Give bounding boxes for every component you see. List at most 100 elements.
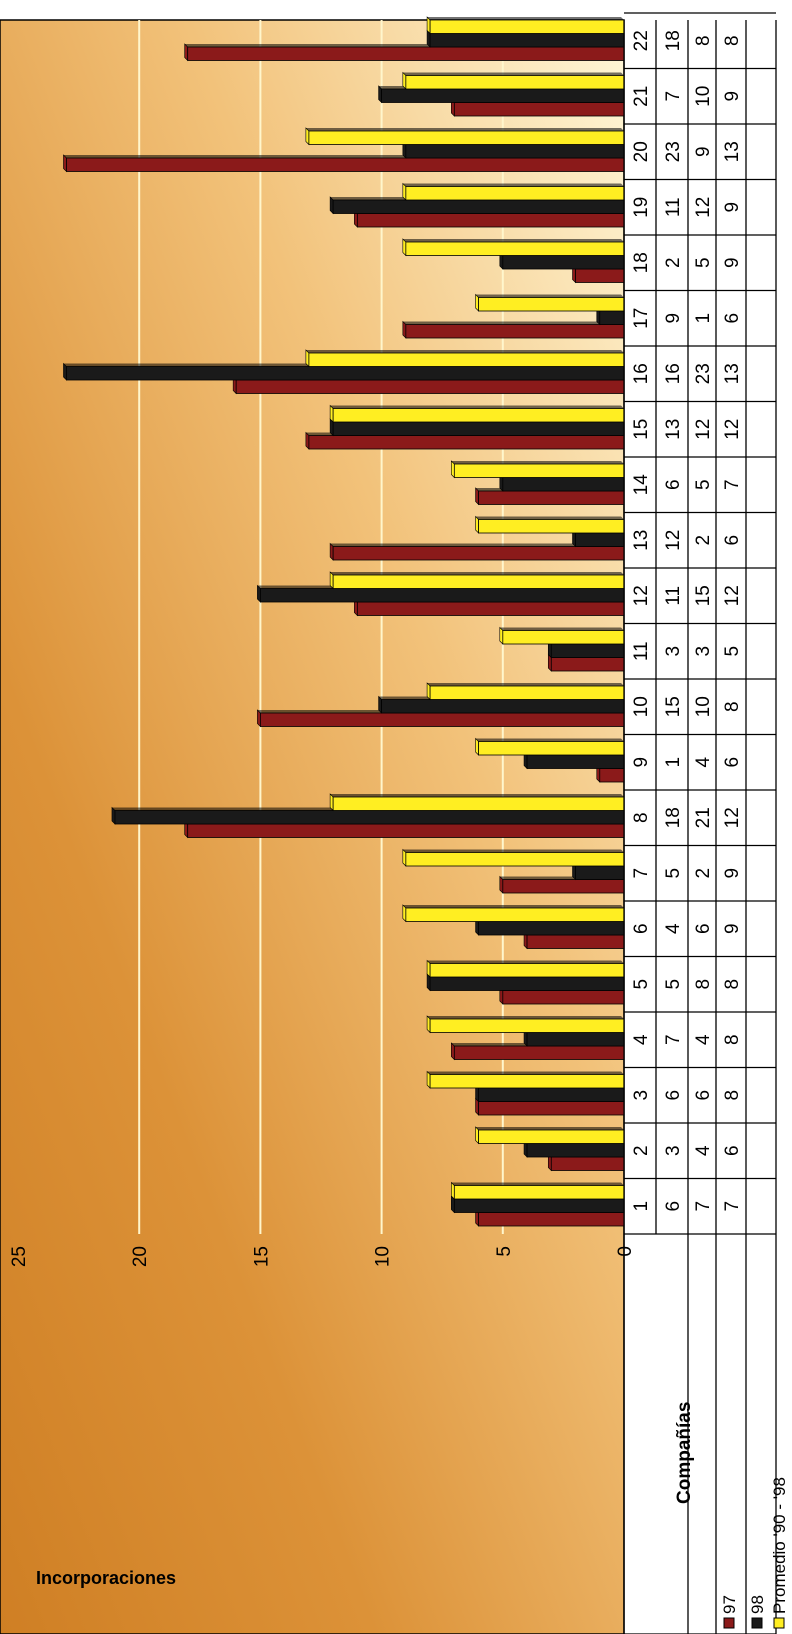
x-tick-label: 13 xyxy=(631,530,652,551)
bar-side xyxy=(427,1016,624,1019)
bar-top xyxy=(257,709,261,728)
bar-top xyxy=(305,127,310,146)
bar xyxy=(502,255,625,270)
table-cell-98: 15 xyxy=(693,585,714,606)
bar-top xyxy=(111,806,116,825)
table-cell-98: 6 xyxy=(693,923,714,934)
bar xyxy=(453,463,625,478)
bar-top xyxy=(402,238,407,257)
bar xyxy=(332,546,625,561)
bar-top xyxy=(499,875,504,894)
bar-side xyxy=(499,627,624,631)
bar xyxy=(550,657,625,672)
table-cell-promedio: 9 xyxy=(722,923,743,934)
bar xyxy=(478,1129,625,1144)
table-cell-97: 13 xyxy=(663,419,684,440)
bar-top xyxy=(402,848,407,867)
table-cell-promedio: 12 xyxy=(722,585,743,606)
bar xyxy=(405,186,625,201)
bar-top xyxy=(329,404,334,423)
bar xyxy=(599,768,625,783)
table-cell-97: 6 xyxy=(663,479,684,490)
table-cell-98: 10 xyxy=(693,86,714,107)
bar xyxy=(502,990,625,1005)
table-cell-97: 6 xyxy=(663,1090,684,1101)
legend-row-98: 98 xyxy=(748,1595,767,1629)
bar xyxy=(478,1101,625,1116)
bar-top xyxy=(63,154,67,173)
bar-side xyxy=(402,183,624,187)
x-tick-label: 8 xyxy=(631,812,652,823)
bar xyxy=(405,852,625,867)
bar xyxy=(502,630,625,645)
table-cell-97: 4 xyxy=(663,923,684,934)
table-cell-98: 7 xyxy=(693,1201,714,1212)
bar-top xyxy=(426,682,431,701)
bar xyxy=(526,1032,625,1047)
bar xyxy=(478,490,625,505)
bar xyxy=(429,19,625,34)
bar-top xyxy=(305,431,310,450)
y-tick-label: 5 xyxy=(494,1246,515,1257)
x-tick-label: 14 xyxy=(631,474,652,496)
bar-top xyxy=(426,1070,431,1089)
bar-side xyxy=(402,72,624,76)
bar-side xyxy=(402,321,624,325)
bar-top xyxy=(329,793,334,812)
bar-top xyxy=(63,362,67,381)
bar xyxy=(575,865,625,880)
bar-side xyxy=(402,905,624,908)
bar xyxy=(187,46,625,61)
table-cell-98: 6 xyxy=(693,1090,714,1101)
bar-side xyxy=(330,572,624,575)
table-cell-98: 23 xyxy=(693,363,714,384)
x-tick-label: 11 xyxy=(631,641,652,661)
table-cell-promedio: 6 xyxy=(722,313,743,324)
bar-top xyxy=(475,1126,479,1145)
bar xyxy=(332,796,625,811)
bar xyxy=(235,379,625,394)
bar xyxy=(478,741,625,756)
legend-swatch-promedio xyxy=(773,1617,785,1629)
bar xyxy=(429,976,625,991)
table-cell-98: 1 xyxy=(693,313,714,324)
bar xyxy=(187,823,625,838)
bar xyxy=(453,1185,625,1200)
bar xyxy=(259,712,625,727)
bar xyxy=(332,421,625,436)
bar-side xyxy=(475,738,624,742)
table-cell-promedio: 7 xyxy=(722,479,743,490)
bar xyxy=(502,879,625,894)
table-cell-98: 5 xyxy=(693,479,714,490)
bar-top xyxy=(426,959,431,978)
bar xyxy=(478,519,625,534)
table-cell-98: 2 xyxy=(693,535,714,546)
table-cell-98: 12 xyxy=(693,197,714,218)
table-cell-97: 3 xyxy=(663,1145,684,1156)
legend-swatch-98 xyxy=(751,1617,763,1629)
bar-side xyxy=(427,1071,624,1075)
legend-label-98: 98 xyxy=(748,1595,767,1614)
bar xyxy=(502,477,625,492)
table-cell-98: 4 xyxy=(693,1034,714,1045)
table-cell-promedio: 8 xyxy=(722,979,743,990)
bar xyxy=(405,75,625,90)
bar xyxy=(429,1074,625,1089)
bar xyxy=(332,408,625,423)
x-axis-title: Compañías xyxy=(674,1402,695,1504)
table-cell-98: 3 xyxy=(693,646,714,657)
bar-side xyxy=(330,543,624,547)
bar xyxy=(429,1018,625,1033)
table-cell-98: 2 xyxy=(693,868,714,879)
bar-top xyxy=(257,584,261,603)
bar-top xyxy=(426,16,431,35)
table-cell-97: 7 xyxy=(663,91,684,102)
table-cell-97: 6 xyxy=(663,1201,684,1212)
legend-row-promedio: Promedio '90 - '98 xyxy=(770,1477,789,1629)
bar xyxy=(259,588,625,603)
x-tick-label: 6 xyxy=(631,923,652,934)
table-cell-promedio: 9 xyxy=(722,91,743,102)
bar-top xyxy=(451,460,455,479)
table-cell-98: 4 xyxy=(693,757,714,768)
table-cell-97: 2 xyxy=(663,257,684,268)
